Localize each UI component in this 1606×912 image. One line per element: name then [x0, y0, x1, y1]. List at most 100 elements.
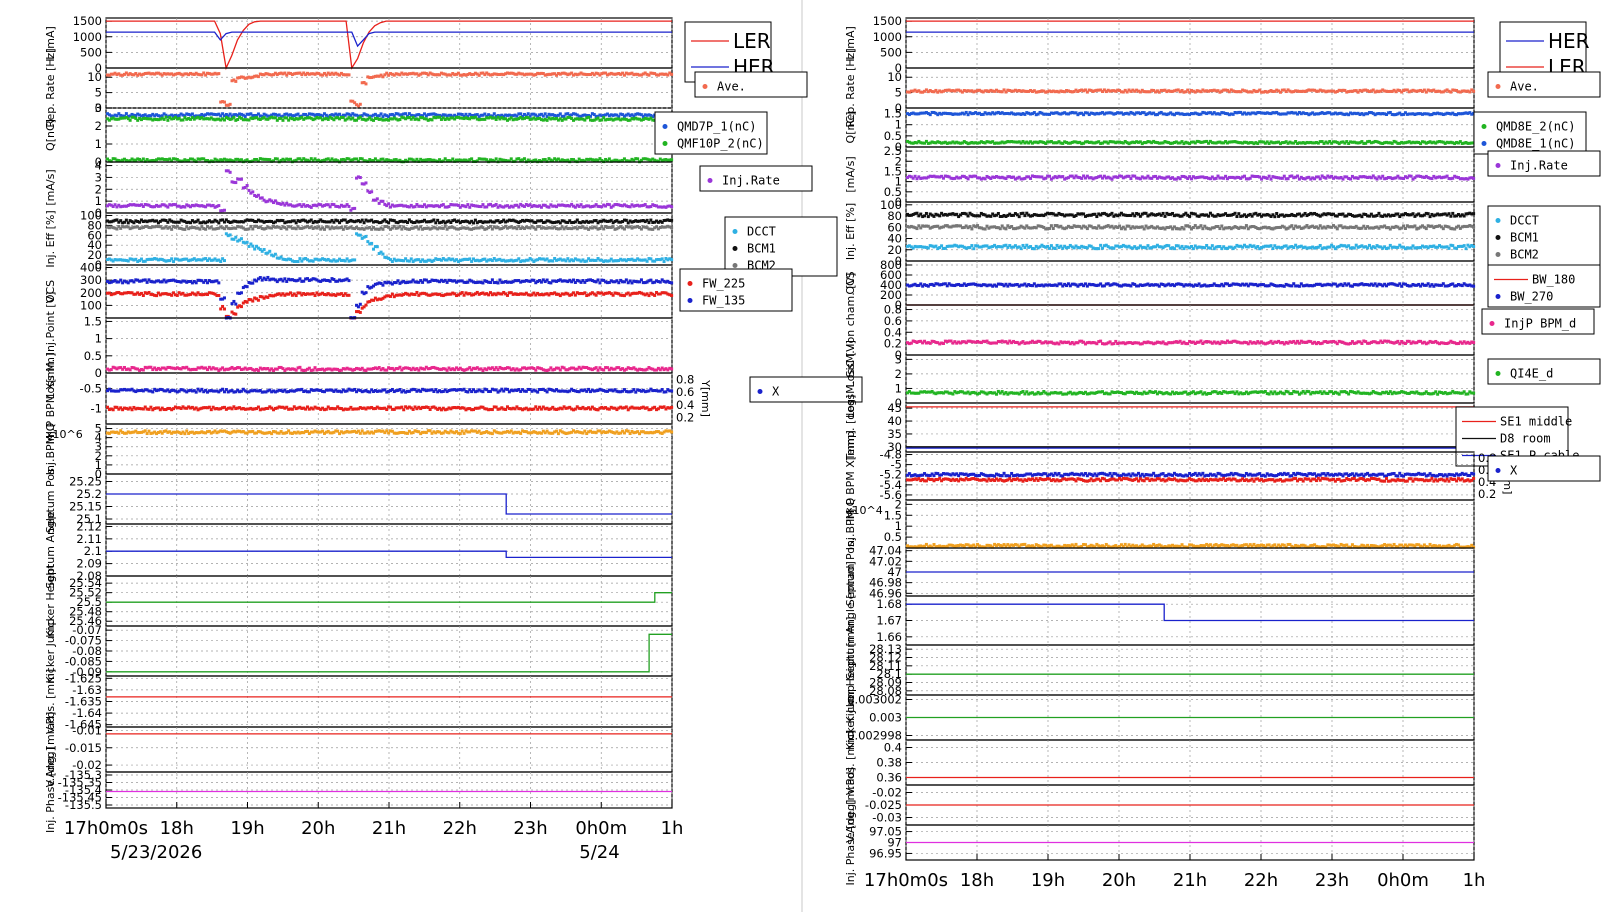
data-point [473, 218, 477, 222]
data-point [270, 159, 274, 163]
legend-label: X [772, 385, 780, 399]
data-point [366, 75, 370, 79]
data-point [626, 112, 630, 116]
data-point [477, 280, 481, 284]
data-point [566, 280, 570, 284]
x-tick-label: 0h0m [575, 818, 627, 839]
data-point [215, 258, 219, 262]
data-point [404, 291, 408, 295]
data-point [602, 292, 606, 296]
data-point [394, 220, 398, 224]
data-point [183, 227, 187, 231]
data-point [579, 259, 583, 263]
data-point [430, 219, 434, 223]
data-point [158, 293, 162, 297]
data-point [358, 302, 362, 306]
data-point [190, 203, 194, 207]
data-point [364, 113, 368, 117]
data-point [111, 157, 115, 161]
data-point [164, 157, 168, 161]
data-point [547, 259, 551, 263]
data-point [111, 114, 115, 118]
data-point [275, 113, 279, 117]
data-point [651, 292, 655, 296]
data-point [324, 293, 328, 297]
data-point [262, 296, 266, 300]
data-point [492, 257, 496, 261]
data-point [543, 292, 547, 296]
data-point [309, 157, 313, 161]
data-point [283, 293, 287, 297]
data-point [409, 280, 413, 284]
data-point [507, 71, 511, 75]
data-point [572, 220, 576, 224]
data-point [132, 225, 136, 229]
data-point [290, 278, 294, 282]
data-point [615, 227, 619, 231]
data-point [202, 293, 206, 297]
data-point [183, 205, 187, 209]
data-point [458, 73, 462, 77]
legend-swatch [732, 229, 738, 234]
data-point [121, 204, 125, 208]
data-point [302, 292, 306, 296]
data-point [622, 227, 626, 231]
data-point [107, 118, 111, 122]
data-point [475, 280, 479, 284]
data-point [638, 280, 642, 284]
data-point [411, 260, 415, 264]
data-point [468, 227, 472, 231]
data-point [555, 158, 559, 162]
data-point [266, 117, 270, 121]
data-point [483, 117, 487, 121]
data-point [106, 367, 109, 371]
data-point [322, 257, 326, 261]
data-point [445, 227, 449, 231]
data-point [287, 220, 291, 224]
data-point [211, 220, 215, 224]
data-point [522, 112, 526, 116]
data-point [266, 114, 270, 118]
data-point [605, 117, 609, 121]
data-point [451, 291, 455, 295]
data-point [345, 112, 349, 116]
data-point [377, 114, 381, 118]
data-point [634, 291, 638, 295]
data-point [324, 73, 328, 77]
data-point [572, 259, 576, 263]
data-point [432, 225, 436, 229]
data-point [477, 157, 481, 161]
data-point [155, 279, 159, 283]
data-point [443, 278, 447, 282]
data-point [613, 259, 617, 263]
data-point [558, 159, 562, 163]
data-point [539, 118, 543, 122]
data-point [255, 224, 259, 228]
data-point [436, 115, 440, 119]
data-point [404, 204, 408, 208]
data-point [172, 366, 176, 370]
data-point [400, 258, 404, 262]
data-point [347, 219, 351, 223]
data-point [173, 257, 177, 261]
data-point [294, 227, 298, 231]
data-point [194, 390, 198, 394]
data-point [289, 203, 293, 207]
data-point [581, 72, 585, 76]
data-point [362, 112, 366, 116]
data-point [534, 227, 538, 231]
data-point [194, 220, 198, 224]
data-point [417, 258, 421, 262]
data-point [107, 203, 111, 207]
data-point [138, 368, 142, 372]
data-point [596, 291, 600, 295]
data-point [234, 235, 238, 239]
data-point [524, 291, 528, 295]
data-point [389, 72, 392, 76]
data-point [524, 258, 528, 262]
data-point [521, 279, 525, 283]
data-point [475, 290, 479, 294]
data-point [196, 291, 200, 295]
data-point [128, 203, 132, 207]
data-point [326, 157, 330, 161]
